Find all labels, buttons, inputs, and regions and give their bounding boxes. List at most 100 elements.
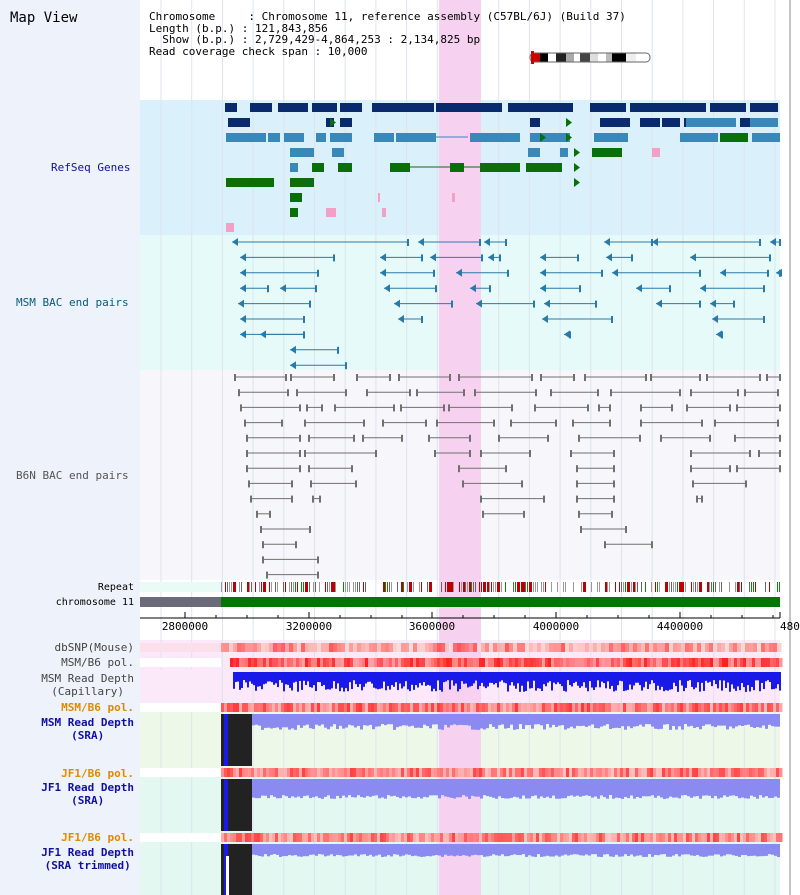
dbsnp-cell: [229, 643, 234, 652]
jf1-trim-depth-bar: [435, 844, 438, 856]
msm-pol-cell: [506, 658, 510, 667]
repeat-mark: [679, 582, 682, 592]
msm-sra-depth-bar: [321, 714, 324, 725]
msm-pol-cell: [383, 658, 387, 667]
jf1-pol2-cell: [293, 833, 297, 842]
jf1-pol2-cell: [677, 833, 681, 842]
msm-pol-cell: [356, 658, 360, 667]
b6n-bac-end: [250, 495, 252, 503]
capillary-depth-bar: [589, 672, 591, 682]
sra-marker: [224, 714, 228, 766]
jf1-sra-depth-bar: [663, 779, 666, 799]
refseq-arrow: [574, 178, 580, 187]
jf1-sra-depth-bar: [564, 779, 567, 799]
jf1-sra-depth-bar: [315, 779, 318, 797]
jf1-pol-cell: [497, 768, 501, 777]
msm-pol2-cell: [317, 703, 321, 712]
jf1-pol2-cell: [587, 833, 591, 842]
jf1-trim-depth-bar: [303, 844, 306, 857]
refseq-gene: [225, 103, 237, 112]
jf1-pol-cell: [317, 768, 321, 777]
msm-pol2-cell: [587, 703, 591, 712]
jf1-pol-cell: [548, 768, 552, 777]
capillary-depth-bar: [583, 672, 585, 683]
jf1-pol-cell: [551, 768, 555, 777]
jf1-sra-depth-bar: [270, 779, 273, 796]
jf1-pol2-cell: [503, 833, 507, 842]
jf1-sra-depth-bar: [387, 779, 390, 796]
jf1-sra-depth-bar: [606, 779, 609, 799]
msm-pol2-cell: [644, 703, 648, 712]
msm-pol2-cell: [305, 703, 309, 712]
jf1-trim-depth-bar: [582, 844, 585, 856]
capillary-depth-bar: [347, 672, 349, 692]
jf1-trim-depth-bar: [645, 844, 648, 857]
track-label-msm-bac[interactable]: MSM BAC end pairs: [16, 296, 129, 309]
refseq-gene: [390, 163, 410, 172]
msm-sra-depth-bar: [726, 714, 729, 730]
capillary-depth-bar: [467, 672, 469, 688]
msm-pol-cell: [536, 658, 540, 667]
dbsnp-cell: [505, 643, 510, 652]
msm-pol-cell: [497, 658, 501, 667]
jf1-sra-depth-bar: [432, 779, 435, 796]
repeat-mark: [233, 582, 236, 592]
capillary-depth-bar: [393, 672, 395, 687]
capillary-depth-bar: [779, 672, 781, 691]
jf1-trim-depth-bar: [261, 844, 264, 857]
msm-sra-depth-bar: [267, 714, 270, 728]
jf1-pol2-cell: [314, 833, 318, 842]
jf1-sra-depth-bar: [672, 779, 675, 798]
jf1-pol-cell: [524, 768, 528, 777]
msm-sra-depth-bar: [768, 714, 771, 725]
jf1-pol2-cell: [305, 833, 309, 842]
dbsnp-cell: [581, 643, 586, 652]
jf1-trim-depth-bar: [702, 844, 705, 857]
msm-sra-depth-bar: [375, 714, 378, 727]
msm-bac-end: [779, 239, 781, 246]
jf1-sra-depth-bar: [546, 779, 549, 797]
repeat-mark: [621, 582, 622, 592]
msm-pol2-cell: [677, 703, 681, 712]
jf1-pol2-cell: [428, 833, 432, 842]
msm-pol2-cell: [296, 703, 300, 712]
msm-pol2-cell: [683, 703, 687, 712]
refseq-gene: [752, 133, 780, 142]
capillary-depth-bar: [603, 672, 605, 684]
capillary-depth-bar: [525, 672, 527, 691]
jf1-sra-depth-bar: [342, 779, 345, 796]
jf1-pol2-cell: [701, 833, 705, 842]
msm-pol2-cell: [533, 703, 537, 712]
jf1-sra-depth-bar: [471, 779, 474, 796]
jf1-pol2-cell: [488, 833, 492, 842]
capillary-depth-bar: [729, 672, 731, 692]
capillary-depth-bar: [339, 672, 341, 692]
msm-pol2-cell: [563, 703, 567, 712]
dbsnp-cell: [265, 643, 270, 652]
msm-pol-cell: [650, 658, 654, 667]
jf1-sra-depth-bar: [450, 779, 453, 798]
repeat-mark: [563, 582, 564, 592]
jf1-pol-cell: [764, 768, 768, 777]
jf1-pol-cell: [536, 768, 540, 777]
capillary-depth-bar: [407, 672, 409, 690]
dbsnp-cell: [349, 643, 354, 652]
capillary-depth-bar: [325, 672, 327, 690]
msm-pol-cell: [338, 658, 342, 667]
msm-sra-depth-bar: [396, 714, 399, 728]
dbsnp-cell: [737, 643, 742, 652]
capillary-depth-bar: [605, 672, 607, 689]
msm-pol2-cell: [659, 703, 663, 712]
track-label-refseq[interactable]: RefSeq Genes: [51, 161, 131, 174]
capillary-depth-bar: [287, 672, 289, 685]
track-label-b6n-bac[interactable]: B6N BAC end pairs: [16, 469, 129, 482]
msm-pol2-cell: [581, 703, 585, 712]
capillary-depth-bar: [709, 672, 711, 682]
jf1-pol-cell: [455, 768, 459, 777]
msm-sra-depth-bar: [588, 714, 591, 726]
jf1-trim-depth-bar: [774, 844, 777, 856]
b6n-bac-end: [690, 389, 692, 397]
capillary-depth-bar: [521, 672, 523, 686]
